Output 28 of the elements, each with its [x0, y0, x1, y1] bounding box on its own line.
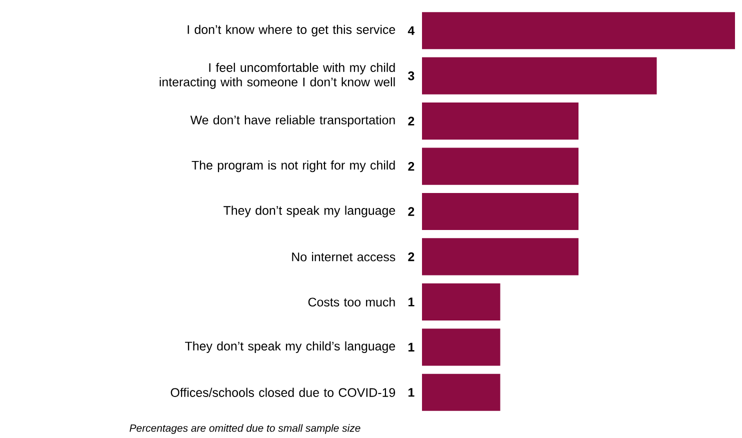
bar [422, 374, 500, 411]
data-label: 2 [408, 116, 414, 126]
bar [422, 283, 500, 320]
bar [422, 192, 578, 230]
y-tick-label: No internet access [292, 252, 396, 262]
y-tick-label: I feel uncomfortable with my child interacting with someone I don’t know well [160, 62, 395, 89]
data-label: 3 [408, 71, 414, 80]
bar [422, 102, 578, 140]
bar [422, 328, 500, 366]
bar [422, 12, 735, 50]
y-tick-label: The program is not right for my child [192, 160, 395, 172]
data-label: 1 [408, 342, 414, 352]
y-tick-label: We don’t have reliable transportation [190, 115, 395, 127]
y-tick-label: I don’t know where to get this service [188, 24, 396, 36]
y-tick-label: Offices/schools closed due to COVID-19 [170, 388, 396, 397]
data-label: 1 [408, 388, 414, 397]
data-label: 2 [408, 162, 414, 171]
data-label: 2 [408, 252, 414, 262]
y-tick-label: Costs too much [308, 297, 395, 307]
bar [422, 238, 578, 276]
bar [422, 148, 578, 185]
data-label: 2 [408, 207, 414, 216]
data-label: 4 [408, 26, 415, 35]
y-tick-label: They don’t speak my language [224, 206, 396, 218]
y-tick-label: They don’t speak my child’s language [185, 341, 396, 353]
bar [422, 57, 657, 94]
data-label: 1 [408, 298, 414, 306]
text: Percentages are omitted due to small sample size [130, 424, 360, 434]
